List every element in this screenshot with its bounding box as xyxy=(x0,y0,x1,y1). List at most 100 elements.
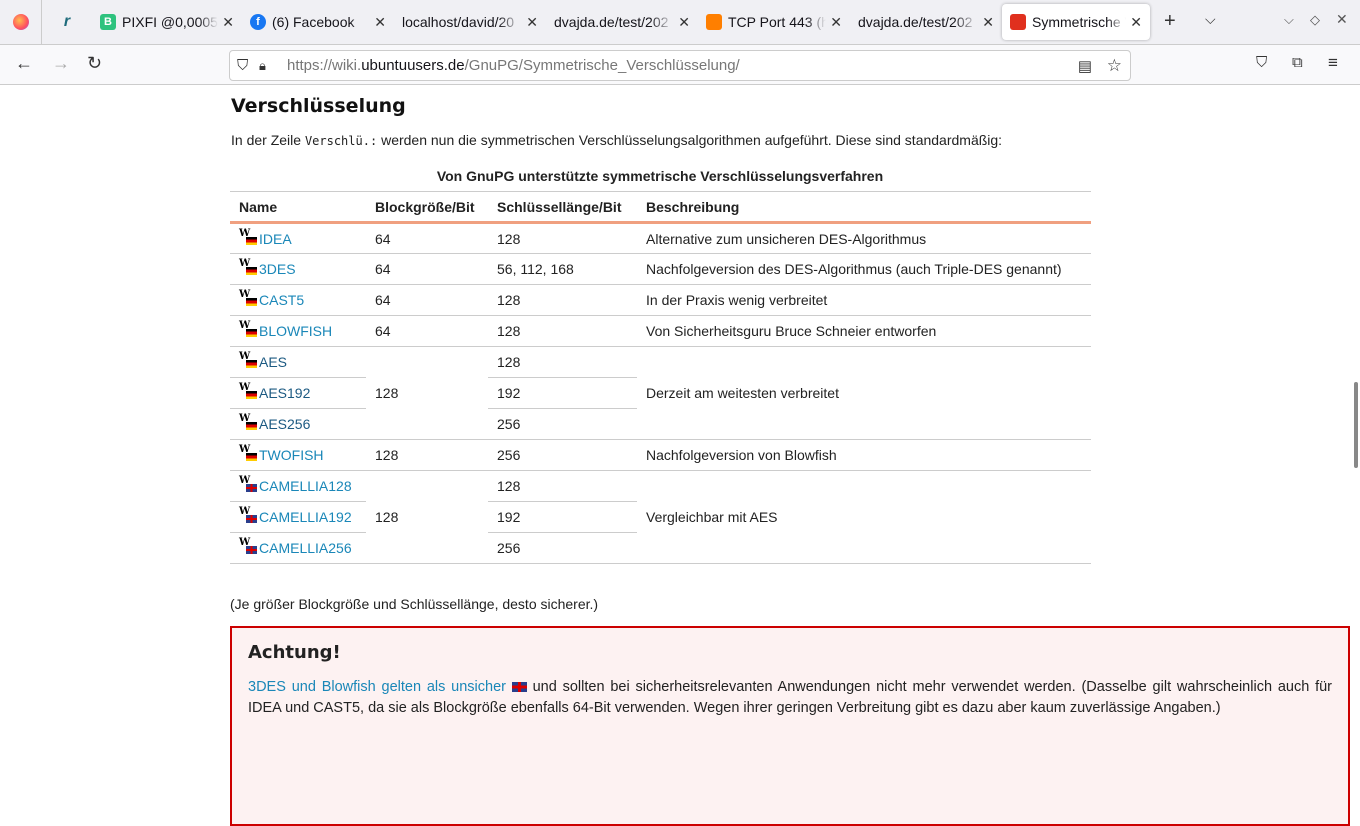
cell-block: 128 xyxy=(366,439,488,471)
bookmark-star-icon[interactable]: ☆ xyxy=(1106,55,1122,75)
wikipedia-de-icon: W xyxy=(239,320,257,337)
cell-name: W AES192 xyxy=(230,377,366,409)
reload-button[interactable]: ↻ xyxy=(87,53,103,73)
tab[interactable]: B PIXFI @0,0005 | ✕ xyxy=(92,4,242,40)
cell-name: W CAMELLIA192 xyxy=(230,501,366,533)
warning-title: Achtung! xyxy=(248,642,341,663)
scrollbar[interactable] xyxy=(1354,382,1358,468)
facebook-icon: f xyxy=(250,14,266,30)
close-window-button[interactable]: ✕ xyxy=(1336,11,1348,27)
cell-block: 128 xyxy=(366,470,488,564)
tab[interactable]: f (6) Facebook ✕ xyxy=(242,4,394,40)
wikipedia-de-icon: W xyxy=(239,258,257,275)
menu-icon[interactable]: ≡ xyxy=(1328,53,1338,72)
tab-label: localhost/david/20 xyxy=(402,14,515,30)
cell-description: Von Sicherheitsguru Bruce Schneier entwo… xyxy=(637,315,1091,347)
close-tab-icon[interactable]: ✕ xyxy=(982,13,994,30)
table-caption: Von GnuPG unterstützte symmetrische Vers… xyxy=(436,168,884,184)
cipher-table: Name Blockgröße/Bit Schlüssellänge/Bit B… xyxy=(230,191,1091,564)
new-tab-button[interactable]: + xyxy=(1164,10,1176,32)
shield-icon[interactable]: ⛉ xyxy=(237,57,249,74)
tab-label: PIXFI @0,0005 | xyxy=(122,14,219,30)
cipher-link[interactable]: CAST5 xyxy=(259,292,305,308)
tab-label: Symmetrische V xyxy=(1032,14,1127,30)
cell-name: W BLOWFISH xyxy=(230,315,366,347)
cell-key: 128 xyxy=(488,346,637,378)
cipher-link[interactable]: 3DES xyxy=(259,261,296,277)
cipher-link[interactable]: AES256 xyxy=(259,416,311,432)
pinned-tab[interactable]: r xyxy=(42,13,92,31)
cipher-link[interactable]: IDEA xyxy=(259,230,292,247)
tab[interactable]: dvajda.de/test/202 ✕ xyxy=(850,4,1002,40)
cell-block: 64 xyxy=(366,222,488,254)
maximize-button[interactable]: ◇ xyxy=(1310,12,1320,27)
cell-description: Nachfolgeversion des DES-Algorithmus (au… xyxy=(637,253,1091,285)
cell-key: 256 xyxy=(488,439,637,471)
cipher-link[interactable]: CAMELLIA128 xyxy=(259,478,352,494)
warning-link[interactable]: 3DES und Blowfish gelten als unsicher xyxy=(248,679,506,695)
cell-description: Nachfolgeversion von Blowfish xyxy=(637,439,1091,471)
cell-name: W CAMELLIA256 xyxy=(230,532,366,564)
cipher-link[interactable]: TWOFISH xyxy=(259,447,324,463)
cell-block: 64 xyxy=(366,284,488,316)
back-button[interactable]: ← xyxy=(15,53,33,73)
url-domain: ubuntuusers.de xyxy=(361,57,465,74)
close-tab-icon[interactable]: ✕ xyxy=(1130,13,1142,30)
cell-key: 192 xyxy=(488,501,637,533)
forward-button[interactable]: → xyxy=(52,53,70,73)
close-tab-icon[interactable]: ✕ xyxy=(678,13,690,30)
close-tab-icon[interactable]: ✕ xyxy=(830,13,842,30)
cell-description: Alternative zum unsicheren DES-Algorithm… xyxy=(637,222,1091,254)
cell-description: In der Praxis wenig verbreitet xyxy=(637,284,1091,316)
cell-name: W IDEA xyxy=(230,222,366,254)
intro-code: Verschlü.: xyxy=(304,134,378,148)
cipher-link[interactable]: AES xyxy=(259,354,288,370)
pinned-site-icon: r xyxy=(63,13,71,30)
cipher-link[interactable]: AES192 xyxy=(259,385,311,401)
minimize-button[interactable]: ⌵ xyxy=(1284,12,1294,27)
warning-text: 3DES und Blowfish gelten als unsicher un… xyxy=(248,677,1332,719)
cipher-link[interactable]: BLOWFISH xyxy=(259,323,333,339)
intro-text: In der Zeile Verschlü.: werden nun die s… xyxy=(231,132,1002,148)
close-tab-icon[interactable]: ✕ xyxy=(222,13,234,30)
tab[interactable]: Symmetrische V ✕ xyxy=(1002,4,1150,40)
close-tab-icon[interactable]: ✕ xyxy=(374,13,386,30)
cell-key: 192 xyxy=(488,377,637,409)
close-tab-icon[interactable]: ✕ xyxy=(526,13,538,30)
url-prefix: https://wiki. xyxy=(287,57,362,74)
wikipedia-de-icon: W xyxy=(239,351,257,368)
cell-name: W AES xyxy=(230,346,366,378)
reader-view-icon[interactable]: ▤ xyxy=(1077,57,1092,75)
cell-key: 56, 112, 168 xyxy=(488,253,637,285)
navigation-bar: ← → ↻ ⛉ 🔒︎ https://wiki. ubuntuusers.de/G… xyxy=(0,44,1360,85)
lock-icon[interactable]: 🔒︎ xyxy=(259,57,266,73)
list-tabs-chevron-icon[interactable]: ⌵ xyxy=(1205,11,1216,27)
header-description: Beschreibung xyxy=(637,191,1091,224)
table-row: W AES256 256 xyxy=(230,408,1091,440)
tab-bar: r B PIXFI @0,0005 | ✕ f (6) Facebook ✕ localho… xyxy=(0,0,1360,44)
pocket-icon[interactable]: ⛉ xyxy=(1256,54,1268,71)
table-row: W CAMELLIA128 128 128 Vergleichbar mit AES xyxy=(230,470,1091,564)
header-block: Blockgröße/Bit xyxy=(366,191,488,224)
cell-key: 256 xyxy=(488,408,637,440)
cipher-link[interactable]: CAMELLIA192 xyxy=(259,509,352,525)
tab[interactable]: localhost/david/20 ✕ xyxy=(394,4,546,40)
intro-before: In der Zeile xyxy=(231,132,305,148)
cell-block: 64 xyxy=(366,253,488,285)
cell-block: 64 xyxy=(366,315,488,347)
extensions-icon[interactable]: ⧉ xyxy=(1292,54,1303,71)
cell-description: Derzeit am weitesten verbreitet xyxy=(637,346,1091,440)
tab-label: dvajda.de/test/202 xyxy=(858,14,973,30)
intro-after: werden nun die symmetrischen Verschlüsse… xyxy=(377,132,1003,148)
pixfi-icon: B xyxy=(100,14,116,30)
page-content: Verschlüsselung In der Zeile Verschlü.: … xyxy=(0,86,1360,826)
cipher-link[interactable]: CAMELLIA256 xyxy=(259,540,352,556)
warning-body: und sollten bei sicherheitsrelevanten An… xyxy=(248,679,1332,716)
tab[interactable]: TCP Port 443 (h ✕ xyxy=(698,4,850,40)
tab[interactable]: dvajda.de/test/202 ✕ xyxy=(546,4,698,40)
firefox-view-button[interactable] xyxy=(0,0,42,44)
cell-name: W TWOFISH xyxy=(230,439,366,471)
tab-label: (6) Facebook xyxy=(272,14,355,30)
cell-name: W 3DES xyxy=(230,253,366,285)
url-bar[interactable]: ⛉ 🔒︎ https://wiki. ubuntuusers.de/GnuPG/S… xyxy=(229,50,1131,81)
